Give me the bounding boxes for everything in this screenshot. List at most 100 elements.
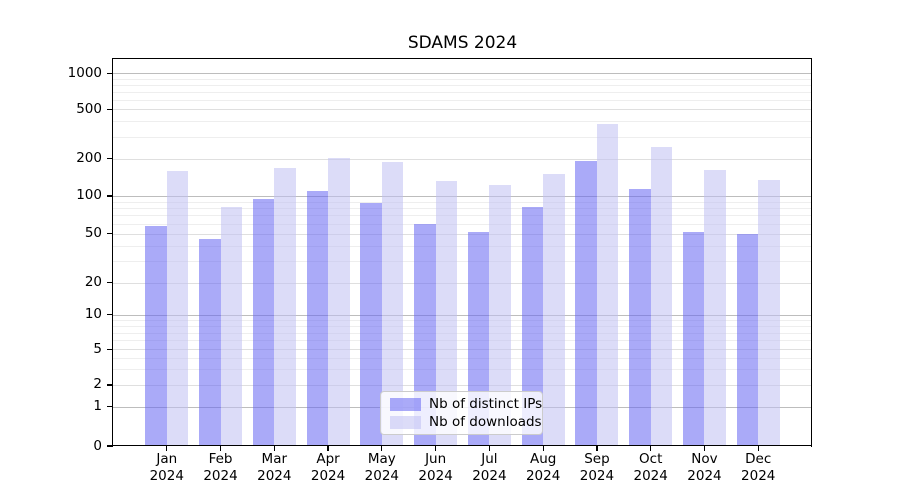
y-tick-mark [107, 72, 112, 74]
y-tick-label: 200 [76, 150, 102, 167]
y-tick-label: 1 [93, 398, 102, 415]
y-tick-mark [107, 348, 112, 350]
x-tick-label-line: Oct [639, 451, 663, 467]
y-tick-label: 5 [93, 340, 102, 357]
gridline-minor [113, 121, 812, 123]
bar-distinct-ips-apr-2024 [306, 190, 329, 446]
x-tick-label: May 2024 [344, 451, 420, 484]
y-tick-mark [107, 108, 112, 110]
legend-label: Nb of downloads [429, 414, 542, 430]
bar-downloads-apr-2024 [328, 157, 350, 446]
y-tick-mark [107, 405, 112, 408]
x-tick-mark [166, 446, 168, 451]
axis-spine-top [112, 58, 812, 60]
bar-downloads-jul-2024 [489, 184, 511, 446]
bar-distinct-ips-may-2024 [360, 202, 382, 446]
x-tick-label-line: Nov [691, 451, 718, 467]
x-tick-label-line: Apr [316, 451, 340, 467]
legend: Nb of distinct IPs Nb of downloads [380, 391, 543, 435]
gridline-minor [113, 91, 812, 93]
y-tick-label: 50 [84, 225, 102, 242]
x-tick-label: Nov 2024 [666, 451, 742, 484]
x-tick-label: Aug 2024 [505, 451, 581, 484]
x-tick-mark [703, 446, 706, 451]
gridline-minor [113, 208, 812, 210]
y-tick-label: 500 [76, 100, 102, 117]
y-tick-label: 1000 [67, 64, 102, 81]
bar-downloads-mar-2024 [274, 167, 296, 446]
x-tick-label: Apr 2024 [290, 451, 366, 484]
x-tick-label-line: Sep [584, 451, 610, 467]
x-tick-label-line: 2024 [257, 467, 292, 484]
gridline [113, 233, 812, 235]
gridline-minor [113, 223, 812, 225]
bar-downloads-nov-2024 [704, 170, 726, 446]
x-tick-label-line: Jul [481, 451, 498, 467]
gridline-minor [113, 325, 812, 327]
x-tick-mark [488, 446, 491, 451]
x-tick-label: Sep 2024 [559, 451, 635, 484]
gridline-minor [113, 320, 812, 322]
x-tick-mark [757, 446, 759, 451]
bar-distinct-ips-jan-2024 [145, 225, 167, 446]
gridline-minor [113, 369, 812, 371]
x-tick-label-line: 2024 [364, 467, 400, 484]
bar-downloads-dec-2024 [758, 179, 780, 446]
x-tick-label: Oct 2024 [613, 451, 689, 484]
y-tick-mark [107, 232, 112, 235]
bar-distinct-ips-sep-2024 [575, 161, 597, 446]
x-tick-label: Dec 2024 [720, 451, 796, 484]
x-tick-label-line: 2024 [579, 467, 615, 484]
gridline-minor [113, 201, 812, 203]
x-tick-label-line: May [367, 451, 396, 467]
gridline-minor [113, 84, 812, 86]
y-tick-mark [107, 314, 112, 316]
x-tick-mark [273, 446, 275, 451]
legend-swatch-distinct-ips [390, 397, 421, 411]
chart-title: SDAMS 2024 [407, 33, 518, 53]
bar-downloads-aug-2024 [543, 174, 565, 446]
x-tick-label-line: 2024 [203, 467, 238, 484]
x-tick-mark [434, 446, 437, 451]
gridline-minor [113, 215, 812, 217]
x-tick-label: Feb 2024 [183, 451, 259, 484]
plot-area [113, 59, 812, 446]
y-tick-label: 2 [93, 376, 102, 393]
x-tick-mark [596, 446, 598, 451]
gridline-major [113, 314, 812, 316]
gridline [113, 109, 812, 111]
y-tick-label: 10 [84, 306, 102, 323]
x-tick-label-line: Mar [261, 451, 288, 467]
x-tick-label: Jun 2024 [398, 451, 474, 484]
bar-distinct-ips-oct-2024 [629, 188, 651, 446]
y-tick-mark [107, 158, 112, 160]
y-tick-label: 0 [93, 437, 102, 454]
bar-downloads-may-2024 [381, 161, 404, 446]
axis-spine-bottom [112, 445, 812, 447]
gridline-major [113, 73, 812, 75]
x-tick-label-line: Feb [208, 451, 233, 467]
gridline [113, 158, 812, 160]
legend-label: Nb of distinct IPs [429, 396, 543, 412]
x-tick-label: Jul 2024 [451, 451, 527, 484]
gridline-minor [113, 136, 812, 138]
legend-item: Nb of downloads [390, 414, 542, 430]
x-tick-label: Jan 2024 [129, 451, 205, 484]
x-tick-label-line: 2024 [149, 467, 184, 484]
bar-downloads-oct-2024 [650, 146, 673, 446]
y-tick-mark [107, 282, 112, 284]
axis-spine-left [112, 58, 114, 447]
gridline [113, 282, 812, 284]
x-tick-label-line: Aug [529, 451, 557, 467]
gridline-minor [113, 260, 812, 262]
x-tick-label-line: 2024 [525, 467, 561, 484]
bar-distinct-ips-aug-2024 [521, 206, 544, 446]
legend-item: Nb of distinct IPs [390, 396, 542, 412]
x-tick-label-line: 2024 [310, 467, 346, 484]
gridline-minor [113, 332, 812, 334]
gridline-minor [113, 245, 812, 247]
bar-distinct-ips-feb-2024 [199, 239, 221, 446]
x-tick-label-line: 2024 [418, 467, 453, 484]
axis-spine-right [811, 58, 813, 447]
